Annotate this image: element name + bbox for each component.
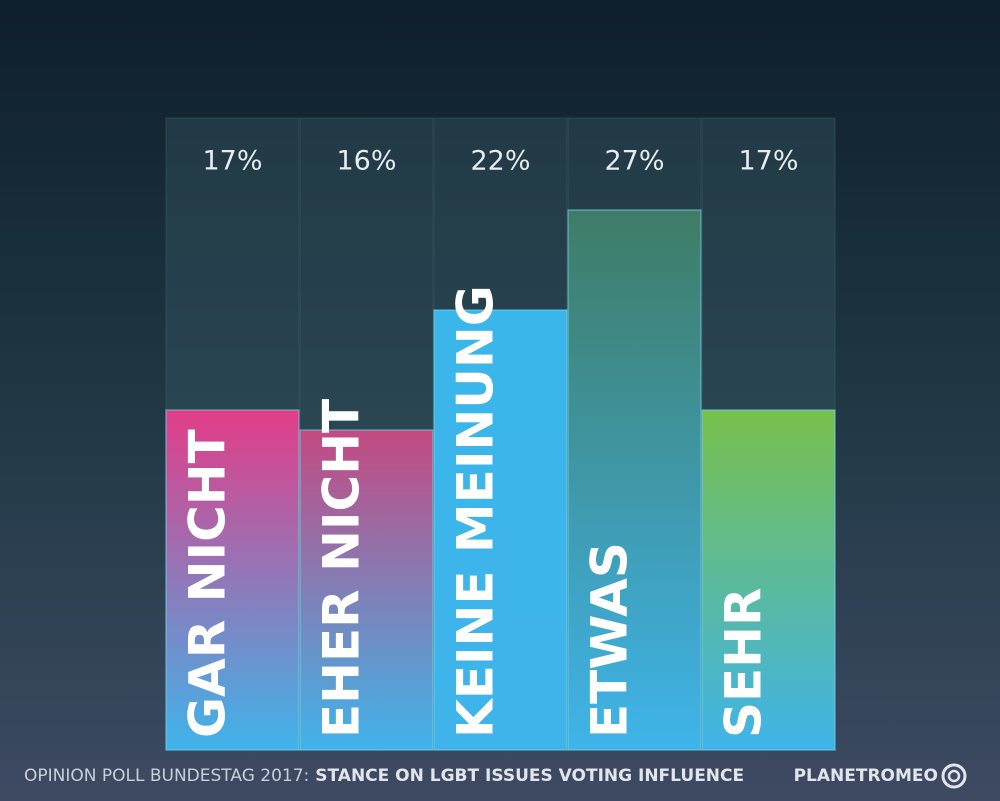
footer-title: OPINION POLL BUNDESTAG 2017: STANCE ON LG…: [24, 766, 744, 786]
footer-title-text: OPINION POLL BUNDESTAG 2017:: [24, 766, 309, 786]
footer-subtitle: STANCE ON LGBT ISSUES VOTING INFLUENCE: [315, 766, 744, 786]
brand: PLANETROMEO: [794, 766, 938, 786]
value-label: 17%: [738, 146, 798, 177]
value-label: 22%: [470, 146, 530, 177]
value-label: 17%: [202, 146, 262, 177]
brand-logo: [941, 763, 967, 789]
category-label: ETWAS: [581, 542, 639, 738]
logo-ring: [941, 763, 967, 789]
value-label: 27%: [604, 146, 664, 177]
category-label: EHER NICHT: [313, 399, 371, 738]
logo-core: [947, 769, 961, 783]
category-label: SEHR: [715, 587, 773, 738]
value-label: 16%: [336, 146, 396, 177]
category-label: KEINE MEINUNG: [447, 285, 505, 738]
category-label: GAR NICHT: [179, 429, 237, 738]
plot-area: 17% GAR NICHT 16% EHER NICHT 22% KEINE MEINUN…: [165, 117, 836, 751]
bar: [567, 209, 702, 751]
bar: [701, 409, 836, 751]
bar: [165, 409, 300, 751]
bar: [299, 429, 434, 751]
bar: [433, 309, 568, 751]
